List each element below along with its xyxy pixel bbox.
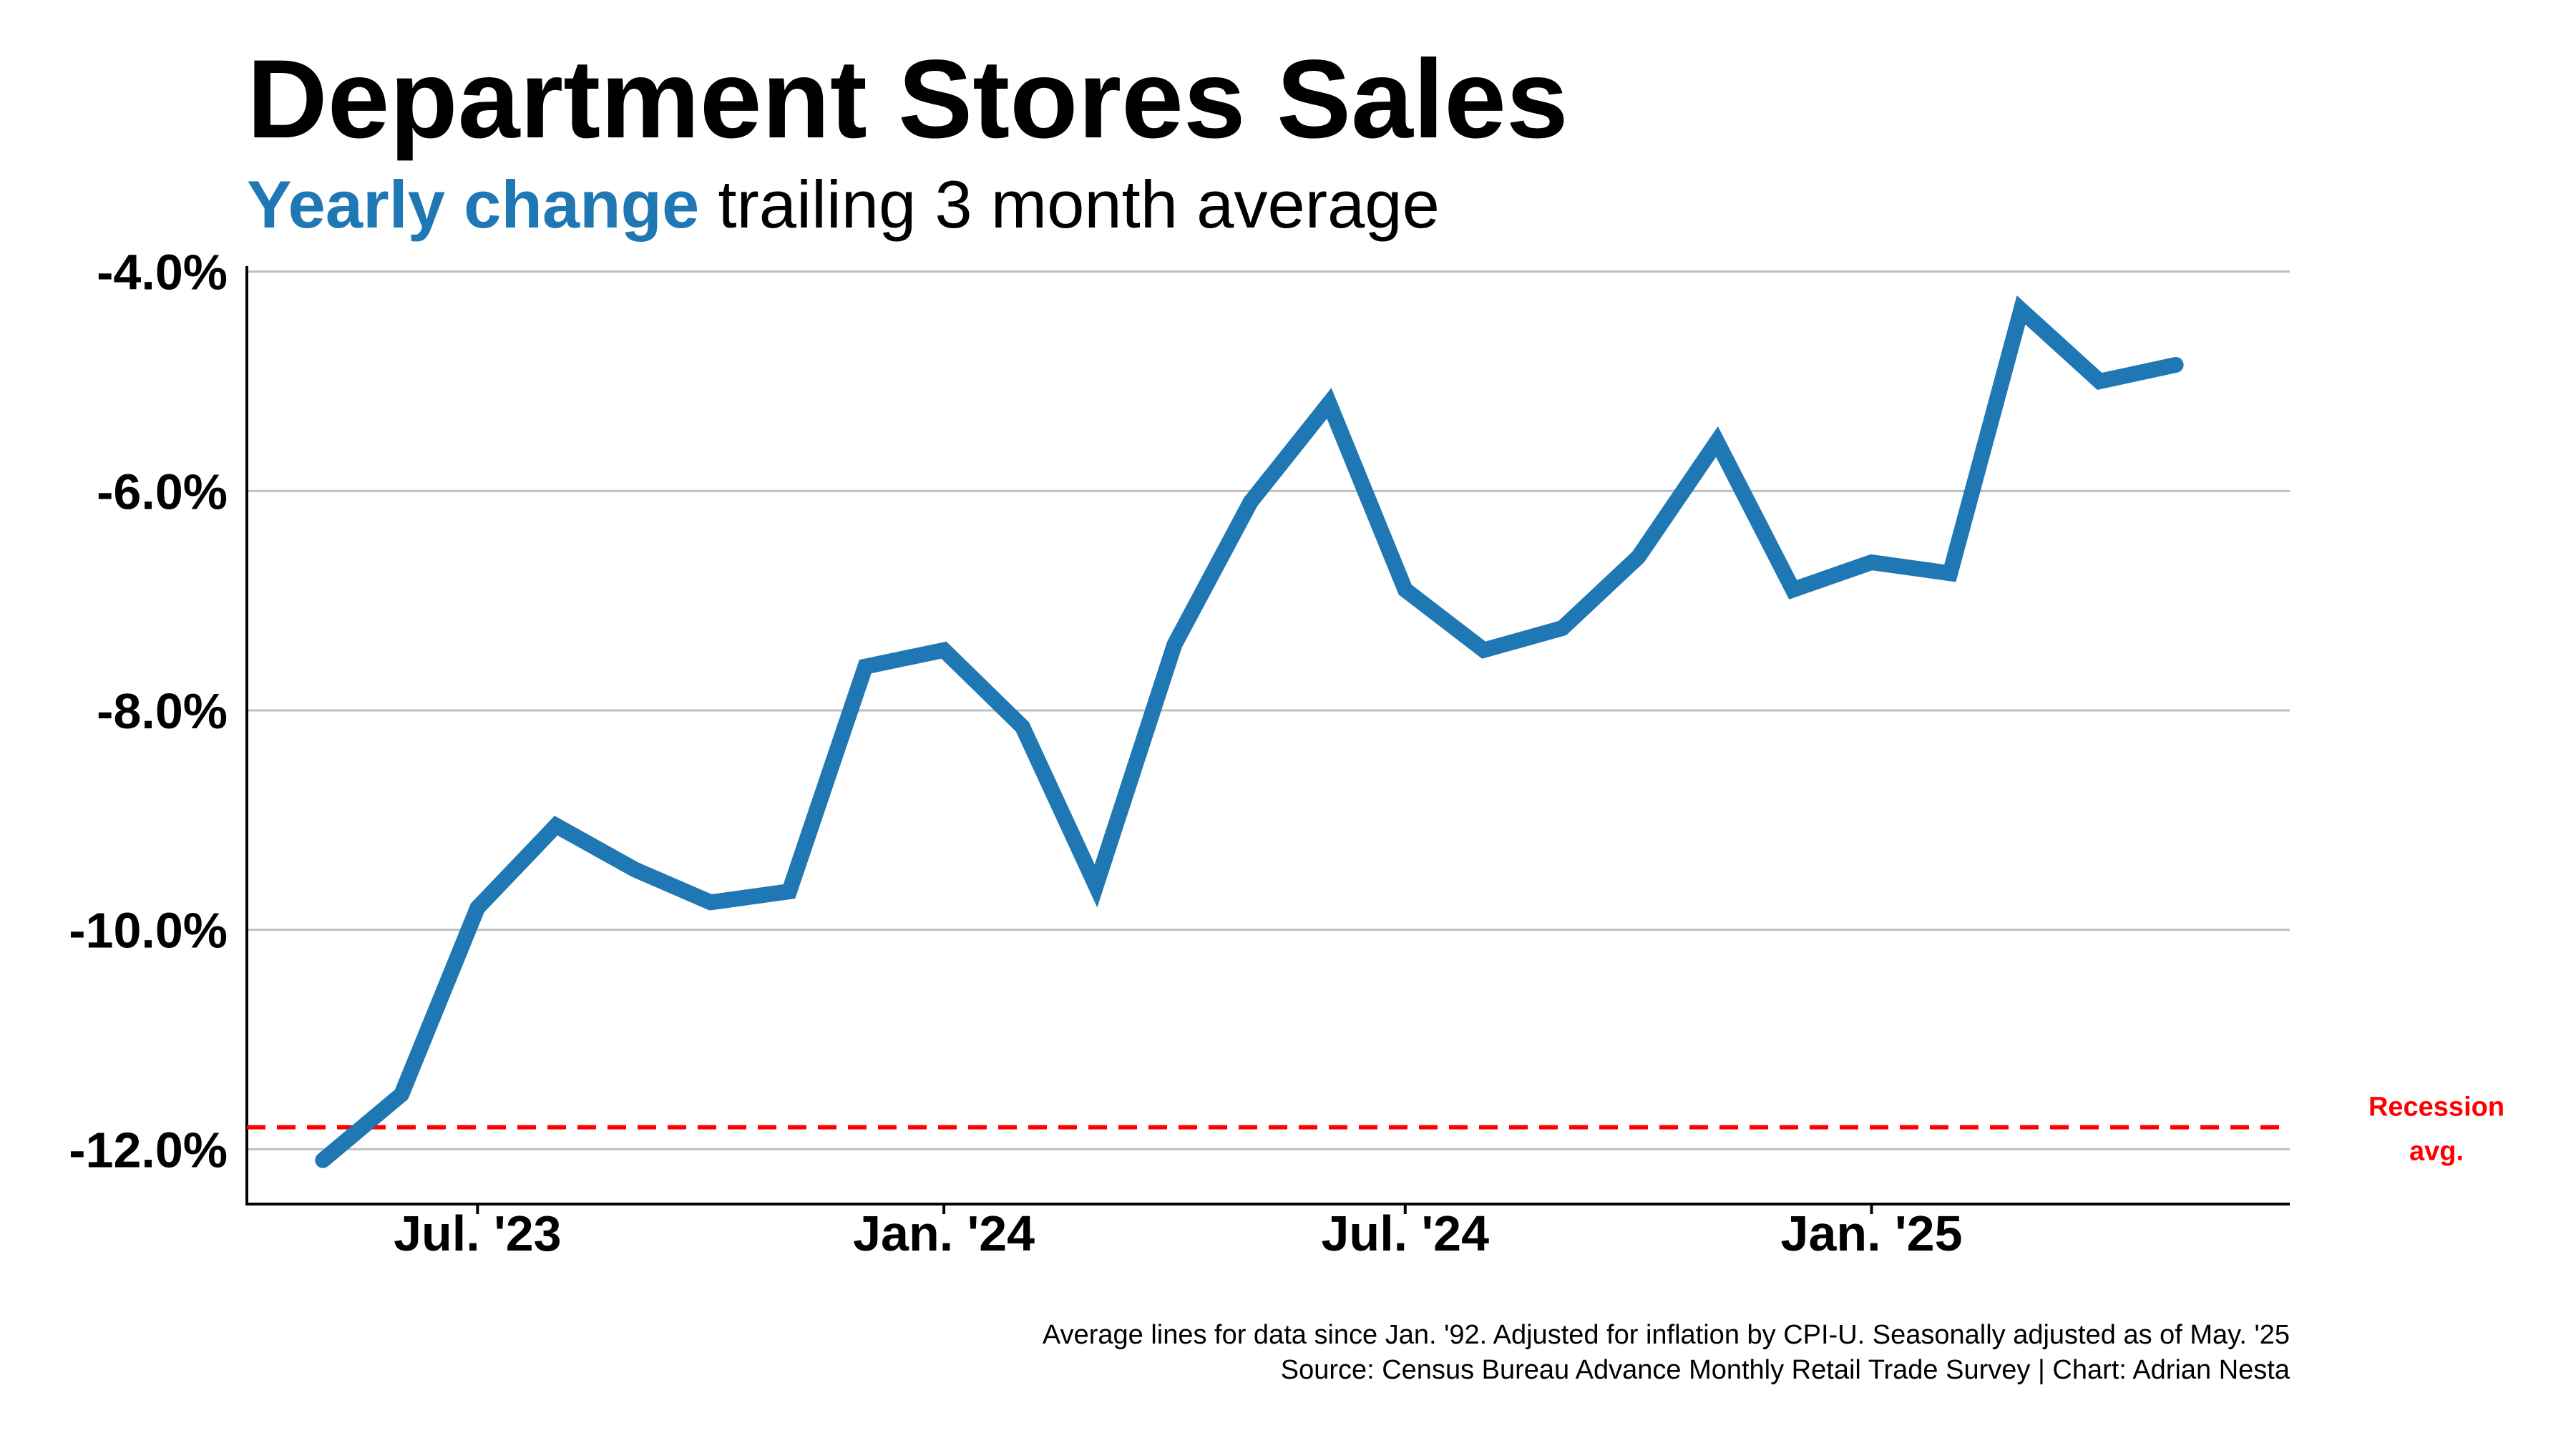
y-tick-label: -6.0% (97, 464, 228, 519)
chart-title: Department Stores Sales (247, 37, 1568, 162)
series-layer (315, 295, 2184, 1168)
footer-source: Source: Census Bureau Advance Monthly Re… (1281, 1355, 2290, 1385)
series-line (315, 295, 2184, 1168)
axes (245, 266, 2290, 1214)
chart-subtitle: Yearly change trailing 3 month average (247, 167, 1440, 242)
y-tick-label: -12.0% (69, 1122, 228, 1178)
recession-avg-label-line: avg. (2409, 1137, 2464, 1167)
x-tick-label: Jan. '24 (853, 1205, 1035, 1261)
subtitle-rest: trailing 3 month average (699, 167, 1440, 242)
y-tick-label: -4.0% (97, 245, 228, 300)
x-tick-labels: Jul. '23 Jan. '24 Jul. '24 Jan. '25 (394, 1205, 1962, 1261)
footer-note: Average lines for data since Jan. '92. A… (1043, 1320, 2290, 1350)
y-tick-label: -8.0% (97, 683, 228, 739)
grid-lines (247, 270, 2290, 1150)
y-tick-labels: -4.0% -6.0% -8.0% -10.0% -12.0% (69, 245, 228, 1178)
x-tick-label: Jan. '25 (1781, 1205, 1963, 1261)
x-tick-label: Jul. '24 (1322, 1205, 1490, 1261)
x-tick-label: Jul. '23 (394, 1205, 562, 1261)
y-tick-label: -10.0% (69, 903, 228, 959)
recession-avg-label-line: Recession (2368, 1092, 2504, 1122)
reference-lines: Recession avg. (247, 1092, 2504, 1167)
recession-avg-label: Recession avg. (2368, 1092, 2504, 1167)
subtitle-accent: Yearly change (247, 167, 699, 242)
